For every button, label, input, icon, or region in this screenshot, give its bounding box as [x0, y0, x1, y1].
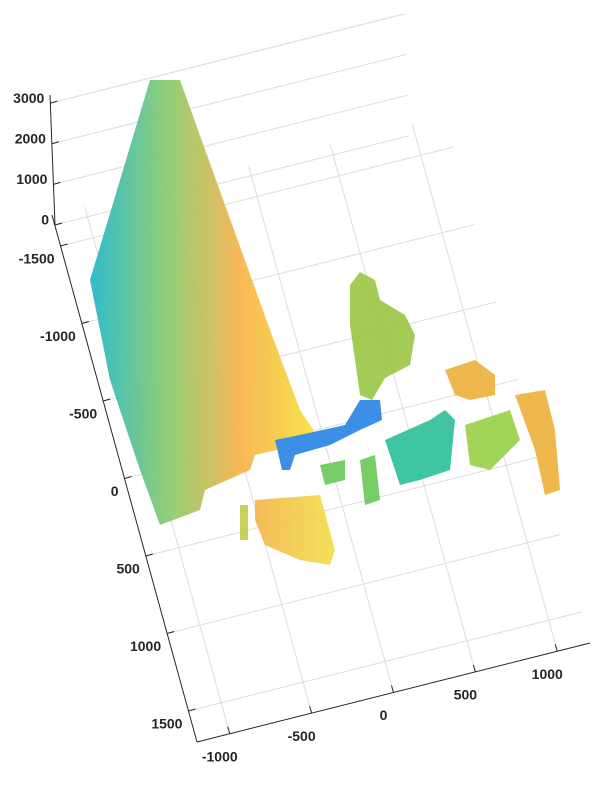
grid-layer	[50, 13, 582, 734]
x-tick	[391, 685, 394, 693]
z-tick	[54, 222, 63, 226]
y-tick	[103, 398, 111, 402]
y-tick-label: 1000	[130, 638, 161, 654]
x-tick	[554, 644, 558, 652]
y-tick-label: 0	[111, 483, 119, 499]
x-tick-label: 1000	[532, 666, 563, 682]
z-tick	[53, 181, 61, 185]
y-tick	[60, 243, 68, 247]
person-cloud	[350, 272, 415, 400]
right-cloud	[445, 360, 560, 495]
floor-strip	[240, 505, 248, 540]
y-tick-label: -1000	[40, 328, 76, 344]
z-tick-label: 1000	[16, 171, 47, 187]
grid-line	[50, 13, 405, 104]
floor-cloud	[255, 495, 335, 565]
x-tick	[227, 726, 231, 734]
x-tick	[309, 705, 313, 714]
x-tick-label: -1000	[202, 748, 238, 764]
grid-line	[248, 165, 394, 693]
grid-line	[54, 135, 409, 226]
z-axis	[49, 94, 56, 226]
grid-line	[329, 144, 476, 673]
z-tick-label: 0	[41, 212, 49, 228]
z-tick	[50, 100, 58, 104]
y-tick	[81, 321, 89, 324]
box-cloud	[320, 455, 380, 505]
z-tick-label: 3000	[13, 90, 44, 106]
table-cloud	[385, 410, 455, 485]
grid-line	[51, 54, 406, 145]
y-tick-label: 500	[116, 561, 140, 577]
y-tick	[145, 553, 153, 557]
y-tick	[167, 631, 175, 634]
point-cloud	[90, 80, 560, 565]
x-tick-label: 0	[380, 707, 388, 723]
y-tick-label: -1500	[19, 251, 55, 267]
y-tick	[188, 708, 196, 712]
y-tick-label: 1500	[151, 716, 182, 732]
x-tick-label: -500	[288, 728, 316, 744]
z-tick-label: 2000	[15, 130, 46, 146]
x-tick-label: 500	[454, 687, 478, 703]
z-tick	[51, 141, 60, 145]
y-tick	[124, 476, 132, 479]
shelf-cloud	[465, 410, 520, 470]
wall-cloud	[90, 80, 320, 525]
y-tick-label: -500	[69, 406, 97, 422]
x-tick	[472, 664, 476, 673]
axis-layer: -1500 -1000 -500 0 500 1000 1500 -1000 -500 0 500 1…	[13, 90, 591, 764]
chair-cloud	[275, 400, 382, 470]
grid-line	[53, 94, 408, 185]
